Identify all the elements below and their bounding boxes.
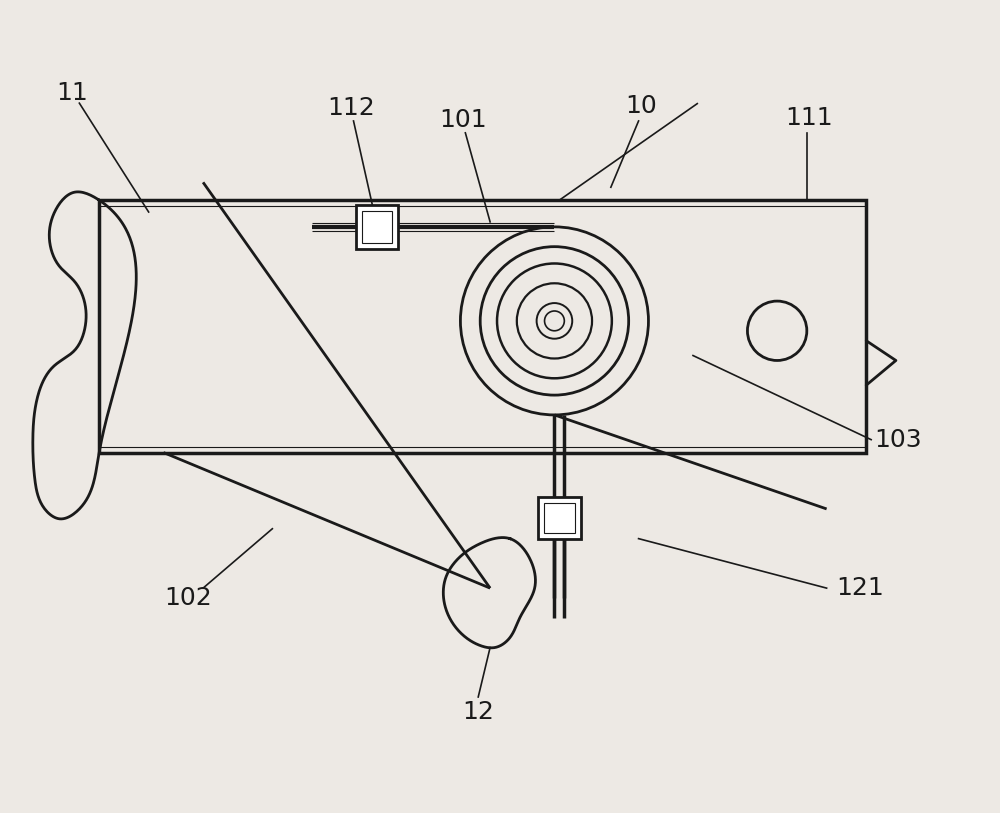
Text: 101: 101 [440, 108, 487, 132]
Text: 112: 112 [328, 96, 375, 120]
Bar [538, 497, 581, 539]
Bar [544, 503, 575, 533]
Text: 103: 103 [874, 428, 922, 452]
Bar [362, 211, 392, 243]
Text: 10: 10 [626, 94, 657, 118]
Text: 11: 11 [57, 81, 88, 105]
Text: 12: 12 [462, 700, 494, 724]
Text: 121: 121 [837, 576, 884, 600]
Text: 111: 111 [785, 106, 833, 130]
Text: 102: 102 [164, 586, 212, 610]
Bar [356, 205, 398, 249]
